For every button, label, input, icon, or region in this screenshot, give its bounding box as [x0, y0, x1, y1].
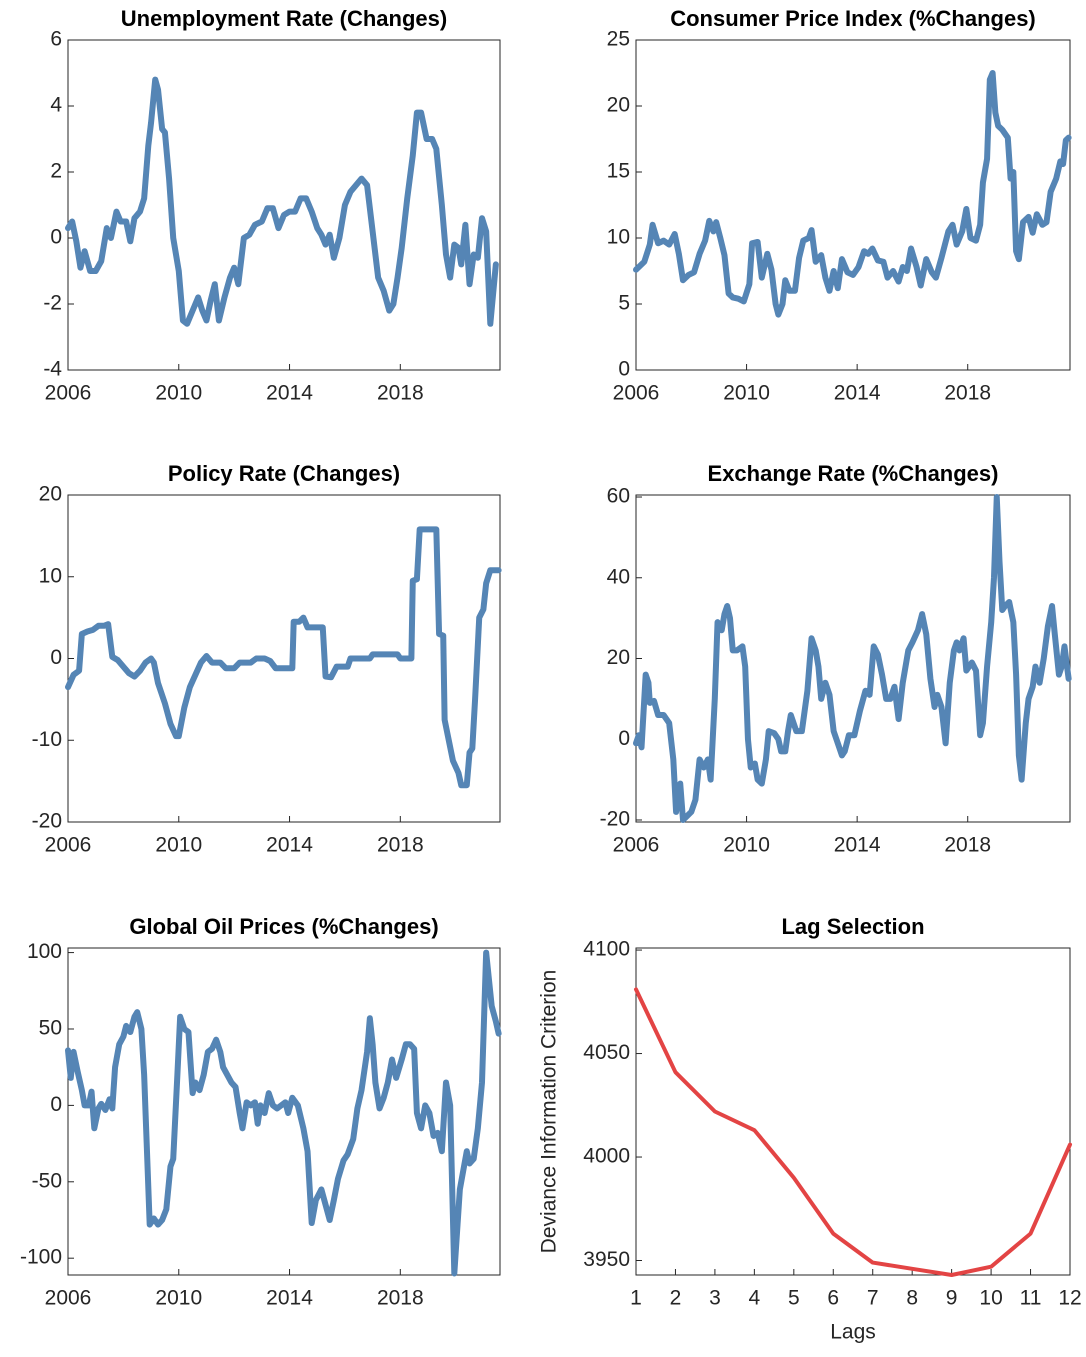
- x-tick-label: 1: [630, 1287, 642, 1310]
- x-tick-label: 4: [749, 1287, 761, 1310]
- y-tick-label: 5: [618, 292, 630, 315]
- y-tick-label: 3950: [583, 1248, 630, 1271]
- x-tick-label: 2010: [155, 382, 202, 405]
- x-tick-label: 2010: [155, 834, 202, 857]
- x-tick-label: 10: [979, 1287, 1002, 1310]
- y-tick-label: 4: [50, 94, 62, 117]
- x-tick-label: 2018: [944, 834, 991, 857]
- x-tick-label: 2014: [266, 834, 313, 857]
- chart-title: Consumer Price Index (%Changes): [670, 6, 1036, 31]
- data-line: [65, 949, 502, 1277]
- y-tick-label: -20: [600, 808, 630, 831]
- x-tick-label: 2014: [266, 382, 313, 405]
- y-tick-label: 2: [50, 160, 62, 183]
- x-tick-label: 2006: [613, 834, 660, 857]
- x-tick-label: 12: [1058, 1287, 1081, 1310]
- y-tick-label: 40: [607, 565, 630, 588]
- x-tick-label: 2018: [377, 382, 424, 405]
- y-tick-label: -50: [32, 1169, 62, 1192]
- x-tick-label: 2014: [834, 834, 881, 857]
- x-tick-label: 11: [1020, 1287, 1042, 1310]
- y-tick-label: -10: [32, 728, 62, 751]
- x-tick-label: 2018: [944, 382, 991, 405]
- y-tick-label: 25: [607, 28, 630, 51]
- y-tick-label: -20: [32, 810, 62, 833]
- y-tick-label: 20: [39, 483, 62, 506]
- y-tick-label: 0: [50, 226, 62, 249]
- y-tick-label: 0: [50, 1093, 62, 1116]
- chart-title: Unemployment Rate (Changes): [121, 6, 447, 31]
- x-tick-label: 2018: [377, 834, 424, 857]
- y-tick-label: 100: [27, 940, 62, 963]
- y-tick-label: 4000: [583, 1145, 630, 1168]
- axes-box: [67, 947, 501, 1276]
- x-tick-label: 6: [827, 1287, 839, 1310]
- x-tick-label: 2006: [45, 382, 92, 405]
- x-tick-label: 5: [788, 1287, 800, 1310]
- x-tick-label: 2010: [155, 1287, 202, 1310]
- x-tick-label: 2006: [45, 834, 92, 857]
- y-tick-label: 0: [618, 358, 630, 381]
- chart-title: Exchange Rate (%Changes): [708, 461, 999, 486]
- data-line: [65, 76, 499, 327]
- axes-box: [635, 947, 1071, 1276]
- data-line: [634, 987, 1072, 1277]
- x-tick-label: 3: [709, 1287, 721, 1310]
- x-tick-label: 2010: [723, 834, 770, 857]
- data-line: [633, 494, 1072, 823]
- axes-box: [67, 39, 501, 371]
- y-tick-label: 4100: [583, 938, 630, 961]
- y-axis-label: Deviance Information Criterion: [538, 970, 561, 1254]
- chart-title: Global Oil Prices (%Changes): [129, 914, 438, 939]
- x-tick-label: 7: [867, 1287, 879, 1310]
- x-tick-label: 2014: [834, 382, 881, 405]
- y-tick-label: 50: [39, 1017, 62, 1040]
- x-tick-label: 2010: [723, 382, 770, 405]
- y-tick-label: 0: [618, 727, 630, 750]
- y-tick-label: -4: [43, 358, 62, 381]
- x-tick-label: 9: [946, 1287, 958, 1310]
- y-tick-label: 15: [607, 160, 630, 183]
- y-tick-label: -2: [43, 292, 62, 315]
- x-axis-label: Lags: [830, 1321, 876, 1344]
- y-tick-label: 20: [607, 646, 630, 669]
- x-tick-label: 2006: [613, 382, 660, 405]
- x-tick-label: 2014: [266, 1287, 313, 1310]
- y-tick-label: 4050: [583, 1041, 630, 1064]
- x-tick-label: 2: [670, 1287, 682, 1310]
- x-tick-label: 2018: [377, 1287, 424, 1310]
- data-line: [633, 70, 1072, 318]
- y-tick-label: 6: [50, 28, 62, 51]
- axes-box: [635, 39, 1071, 371]
- y-tick-label: 0: [50, 646, 62, 669]
- x-tick-label: 8: [906, 1287, 918, 1310]
- chart-title: Policy Rate (Changes): [168, 461, 400, 486]
- y-tick-label: -100: [20, 1246, 62, 1269]
- y-tick-label: 20: [607, 94, 630, 117]
- y-tick-label: 10: [39, 564, 62, 587]
- chart-title: Lag Selection: [781, 914, 924, 939]
- y-tick-label: 60: [607, 485, 630, 508]
- x-tick-label: 2006: [45, 1287, 92, 1310]
- data-line: [65, 526, 502, 789]
- y-tick-label: 10: [607, 226, 630, 249]
